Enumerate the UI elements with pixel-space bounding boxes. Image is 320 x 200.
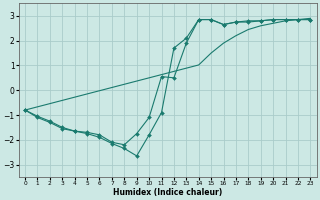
X-axis label: Humidex (Indice chaleur): Humidex (Indice chaleur) bbox=[113, 188, 222, 197]
